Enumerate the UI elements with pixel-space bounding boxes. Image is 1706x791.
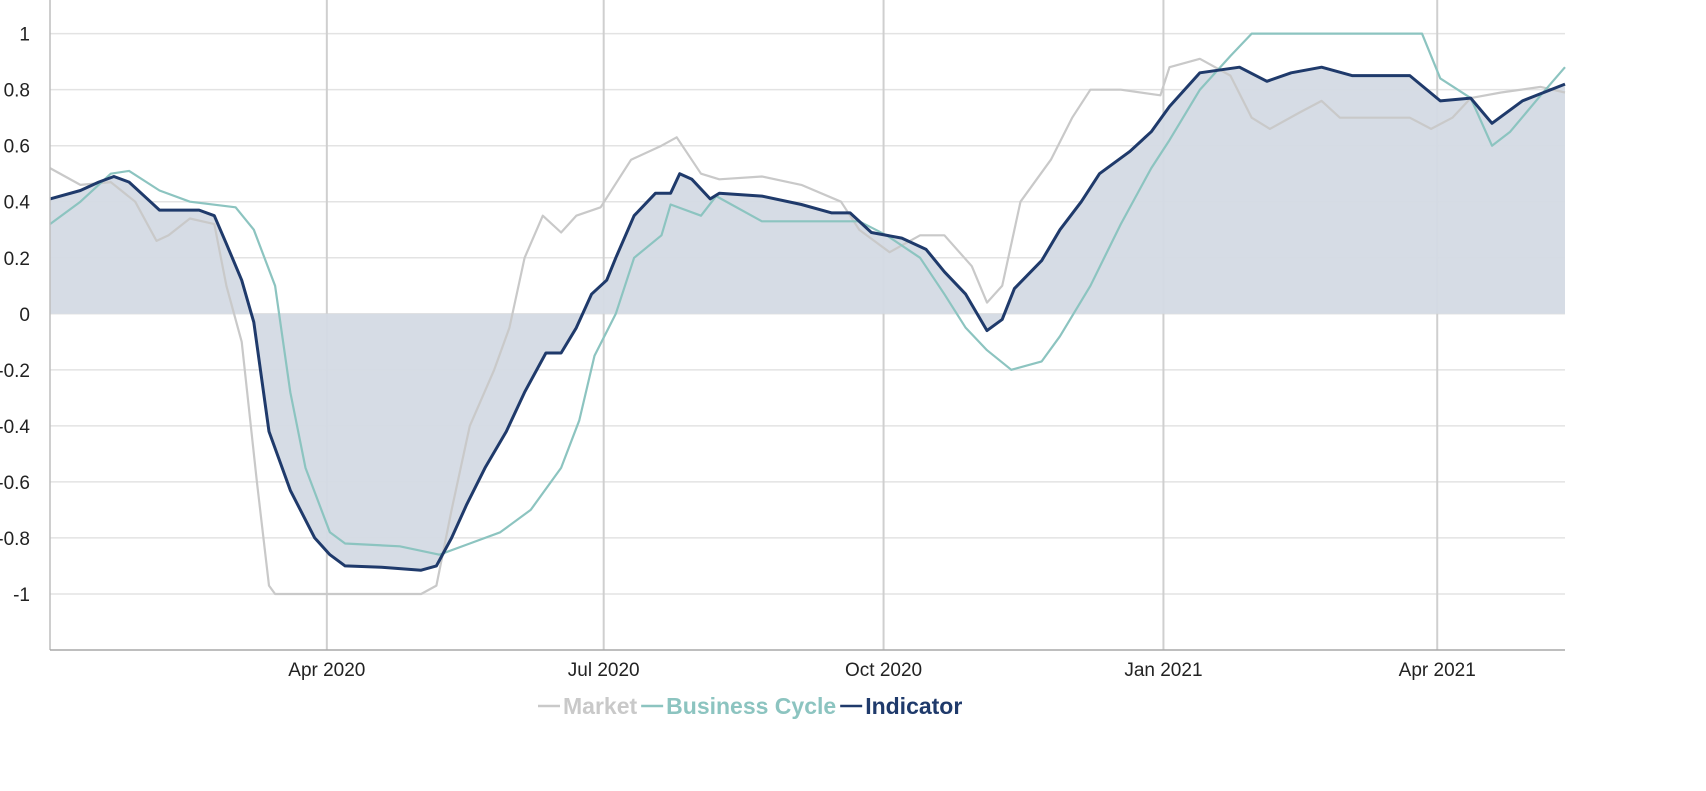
x-tick-label: Oct 2020 [845, 660, 922, 681]
legend-item-business-cycle[interactable]: Business Cycle [641, 693, 836, 719]
x-tick-label: Jul 2020 [568, 660, 640, 681]
y-tick-label: 0.6 [4, 137, 30, 158]
y-tick-label: 0.2 [4, 249, 30, 270]
y-tick-label: -0.4 [0, 417, 30, 438]
legend-item-market[interactable]: Market [538, 693, 637, 719]
x-tick-label: Apr 2021 [1399, 660, 1476, 681]
series-line-indicator [49, 65, 1566, 572]
legend-label: Market [563, 693, 637, 719]
legend-item-indicator[interactable]: Indicator [840, 693, 962, 719]
series-line-market [49, 57, 1566, 596]
x-tick-label: Apr 2020 [288, 660, 365, 681]
y-tick-label: 0 [19, 305, 30, 326]
indicator-area [50, 67, 1565, 571]
x-tick-label: Jan 2021 [1124, 660, 1202, 681]
legend-label: Indicator [865, 693, 962, 719]
series-line-business-cycle [49, 32, 1566, 556]
legend[interactable]: Market Business Cycle Indicator [538, 693, 962, 719]
legend-label: Business Cycle [666, 693, 836, 719]
indicator-fill-area [50, 67, 1565, 571]
y-tick-label: -0.2 [0, 361, 30, 382]
y-tick-label: -1 [13, 585, 30, 606]
y-tick-label: 1 [19, 25, 30, 46]
series-lines [49, 32, 1566, 596]
axes: 1 0.8 0.6 0.4 0.2 0 -0.2 -0.4 -0.6 -0.8 -1 Apr 2020… [0, 0, 1565, 681]
y-tick-label: 0.8 [4, 81, 30, 102]
y-tick-label: -0.6 [0, 473, 30, 494]
y-tick-label: 0.4 [4, 193, 31, 214]
y-tick-label: -0.8 [0, 529, 30, 550]
